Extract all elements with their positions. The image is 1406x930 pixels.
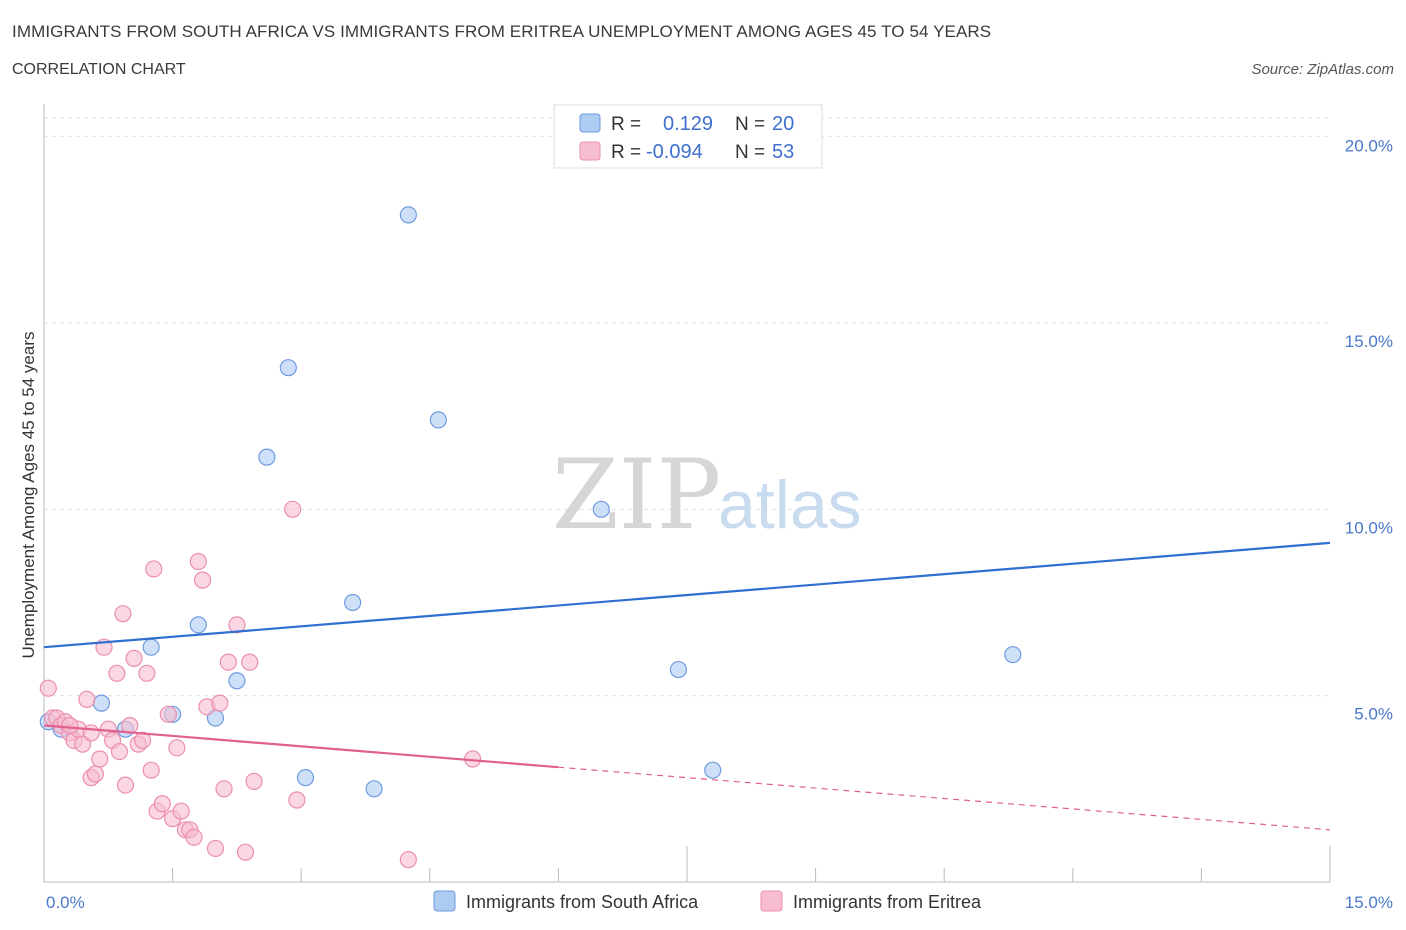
point-eritrea-0 [39,679,57,697]
y-tick-label-5: 5.0% [1354,705,1393,724]
chart-subtitle: CORRELATION CHART [12,61,186,78]
point-south-africa-11 [296,769,315,787]
legend-n-value-2: 53 [772,141,794,163]
correlation-legend: R = 0.129 N = 20 R = -0.094 N = 53 [553,104,823,169]
legend-r-label-2: R = [611,142,641,163]
y-tick-label-15: 15.0% [1345,332,1393,351]
point-south-africa-6 [189,616,207,634]
trend-lines [43,541,1331,831]
legend-r-value-2: -0.094 [646,141,703,163]
bottom-legend-label-south-africa: Immigrants from South Africa [466,892,699,912]
point-eritrea-35 [185,828,203,846]
point-eritrea-18 [114,605,132,623]
point-eritrea-36 [189,552,207,571]
point-eritrea-40 [211,694,229,712]
point-eritrea-16 [108,664,126,682]
point-south-africa-12 [344,593,362,612]
point-eritrea-25 [142,761,160,779]
bottom-legend-label-eritrea: Immigrants from Eritrea [793,892,982,912]
chart-title: IMMIGRANTS FROM SOUTH AFRICA VS IMMIGRAN… [12,22,992,41]
point-eritrea-24 [138,664,156,682]
point-eritrea-47 [284,500,302,518]
y-axis-title: Unemployment Among Ages 45 to 54 years [19,332,38,659]
point-eritrea-28 [153,795,171,813]
point-south-africa-19 [1004,646,1022,664]
x-tick-label-max: 15.0% [1345,893,1393,912]
point-south-africa-17 [669,660,688,679]
legend-n-label-2: N = [735,142,765,163]
point-eritrea-12 [91,750,109,768]
point-eritrea-49 [399,851,417,869]
legend-n-label-1: N = [735,114,765,135]
watermark-zip: ZIP [552,439,721,551]
legend-r-value-1: 0.129 [663,113,713,135]
point-south-africa-13 [365,780,383,798]
point-eritrea-45 [241,653,259,671]
point-south-africa-15 [429,411,447,429]
data-points [39,206,1022,869]
tick-labels: 5.0% 10.0% 15.0% 20.0% 0.0% 15.0% [46,137,1393,912]
point-eritrea-26 [145,560,163,578]
point-eritrea-37 [194,571,212,589]
point-south-africa-8 [228,672,246,690]
trend-line-eritrea-extension [558,766,1331,831]
point-eritrea-44 [236,843,255,861]
point-south-africa-16 [592,500,610,518]
source-label: Source: ZipAtlas.com [1251,61,1394,78]
point-eritrea-11 [86,765,105,783]
point-eritrea-41 [215,780,233,798]
point-south-africa-9 [258,448,276,466]
watermark: ZIP atlas [552,439,862,551]
point-south-africa-18 [704,761,722,779]
legend-n-value-1: 20 [772,113,794,135]
point-eritrea-48 [288,791,306,809]
grid-lines [44,117,1330,697]
point-eritrea-31 [168,739,186,757]
y-tick-label-20: 20.0% [1345,137,1393,156]
point-eritrea-17 [110,742,129,761]
y-tick-label-10: 10.0% [1345,518,1393,537]
x-tick-label-min: 0.0% [46,893,85,912]
point-eritrea-51 [82,724,100,742]
point-south-africa-4 [142,638,160,656]
point-eritrea-9 [78,690,96,708]
point-eritrea-42 [219,653,237,671]
bottom-legend-swatch-eritrea [760,890,783,912]
trend-line-south-africa [43,541,1331,649]
point-south-africa-2 [92,694,111,712]
watermark-atlas: atlas [718,467,862,543]
legend-r-label-1: R = [611,114,641,135]
series-legend: Immigrants from South Africa Immigrants … [433,890,982,912]
point-eritrea-19 [116,776,135,794]
point-eritrea-39 [206,839,225,858]
point-eritrea-52 [61,716,79,735]
trend-line-eritrea [43,724,559,769]
point-eritrea-29 [159,705,177,723]
point-eritrea-21 [125,649,143,667]
point-eritrea-46 [245,772,263,790]
point-eritrea-32 [172,802,190,820]
legend-swatch-south-africa [579,113,601,133]
axes [43,104,1331,883]
point-south-africa-10 [279,359,297,377]
bottom-legend-swatch-south-africa [433,890,456,912]
point-south-africa-14 [399,206,417,224]
legend-swatch-eritrea [579,141,601,161]
point-eritrea-43 [228,616,246,634]
